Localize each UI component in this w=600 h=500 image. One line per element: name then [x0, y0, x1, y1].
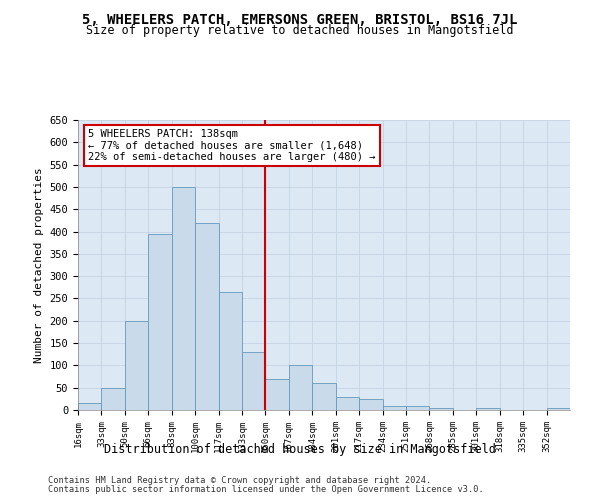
Bar	[383, 406, 406, 410]
Bar	[242, 352, 265, 410]
Bar	[336, 396, 359, 410]
Bar	[148, 234, 172, 410]
Bar	[547, 408, 570, 410]
Bar	[476, 408, 500, 410]
Bar	[195, 222, 218, 410]
Text: 5, WHEELERS PATCH, EMERSONS GREEN, BRISTOL, BS16 7JL: 5, WHEELERS PATCH, EMERSONS GREEN, BRIST…	[82, 12, 518, 26]
Bar	[430, 408, 453, 410]
Bar	[78, 404, 101, 410]
Bar	[289, 366, 312, 410]
Bar	[359, 399, 383, 410]
Text: Contains HM Land Registry data © Crown copyright and database right 2024.: Contains HM Land Registry data © Crown c…	[48, 476, 431, 485]
Bar	[101, 388, 125, 410]
Text: Contains public sector information licensed under the Open Government Licence v3: Contains public sector information licen…	[48, 485, 484, 494]
Bar	[265, 379, 289, 410]
Text: 5 WHEELERS PATCH: 138sqm
← 77% of detached houses are smaller (1,648)
22% of sem: 5 WHEELERS PATCH: 138sqm ← 77% of detach…	[88, 128, 376, 162]
Bar	[172, 187, 195, 410]
Y-axis label: Number of detached properties: Number of detached properties	[34, 167, 44, 363]
Text: Distribution of detached houses by size in Mangotsfield: Distribution of detached houses by size …	[104, 442, 496, 456]
Text: Size of property relative to detached houses in Mangotsfield: Size of property relative to detached ho…	[86, 24, 514, 37]
Bar	[406, 406, 430, 410]
Bar	[312, 383, 336, 410]
Bar	[125, 321, 148, 410]
Bar	[218, 292, 242, 410]
